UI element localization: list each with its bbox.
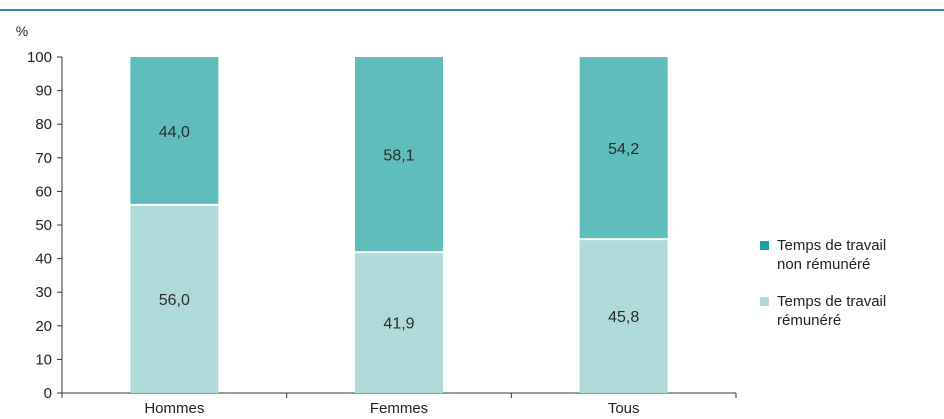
data-label-unpaid: 44,0 bbox=[159, 124, 190, 141]
legend-item-paid: Temps de travail rémunéré bbox=[760, 292, 940, 330]
legend-label-paid: Temps de travail rémunéré bbox=[777, 293, 887, 329]
legend-label-unpaid: Temps de travail non rémunéré bbox=[777, 237, 887, 273]
bar-segment-paid bbox=[130, 204, 219, 393]
data-label-paid: 45,8 bbox=[608, 309, 639, 326]
bar-segment-unpaid bbox=[130, 57, 219, 205]
bar-segment-unpaid bbox=[355, 57, 443, 253]
data-label-paid: 41,9 bbox=[383, 316, 414, 333]
y-tick-label: 90 bbox=[35, 83, 52, 100]
legend: Temps de travail non rémunéré Temps de t… bbox=[760, 236, 940, 348]
legend-swatch-unpaid bbox=[760, 241, 769, 250]
y-unit-label: % bbox=[16, 23, 28, 39]
data-label-paid: 56,0 bbox=[159, 292, 190, 309]
y-tick-label: 80 bbox=[35, 116, 52, 133]
bar-segment-unpaid bbox=[579, 57, 668, 240]
y-tick-label: 20 bbox=[35, 318, 52, 335]
y-tick-label: 10 bbox=[35, 351, 52, 368]
data-label-unpaid: 58,1 bbox=[383, 148, 414, 165]
y-tick-label: 30 bbox=[35, 284, 52, 301]
x-category-label: Femmes bbox=[370, 400, 428, 417]
y-tick-label: 60 bbox=[35, 183, 52, 200]
bar-segment-paid bbox=[579, 239, 668, 393]
y-tick-label: 70 bbox=[35, 150, 52, 167]
y-tick-label: 0 bbox=[44, 385, 52, 402]
legend-item-unpaid: Temps de travail non rémunéré bbox=[760, 236, 940, 274]
top-rule bbox=[0, 9, 944, 11]
bar-segment-paid bbox=[355, 252, 443, 393]
x-category-label: Tous bbox=[608, 400, 640, 417]
legend-swatch-paid bbox=[760, 297, 769, 306]
y-tick-label: 50 bbox=[35, 217, 52, 234]
x-category-label: Hommes bbox=[144, 400, 204, 417]
y-tick-label: 100 bbox=[27, 49, 52, 66]
data-label-unpaid: 54,2 bbox=[608, 141, 639, 158]
y-tick-label: 40 bbox=[35, 251, 52, 268]
